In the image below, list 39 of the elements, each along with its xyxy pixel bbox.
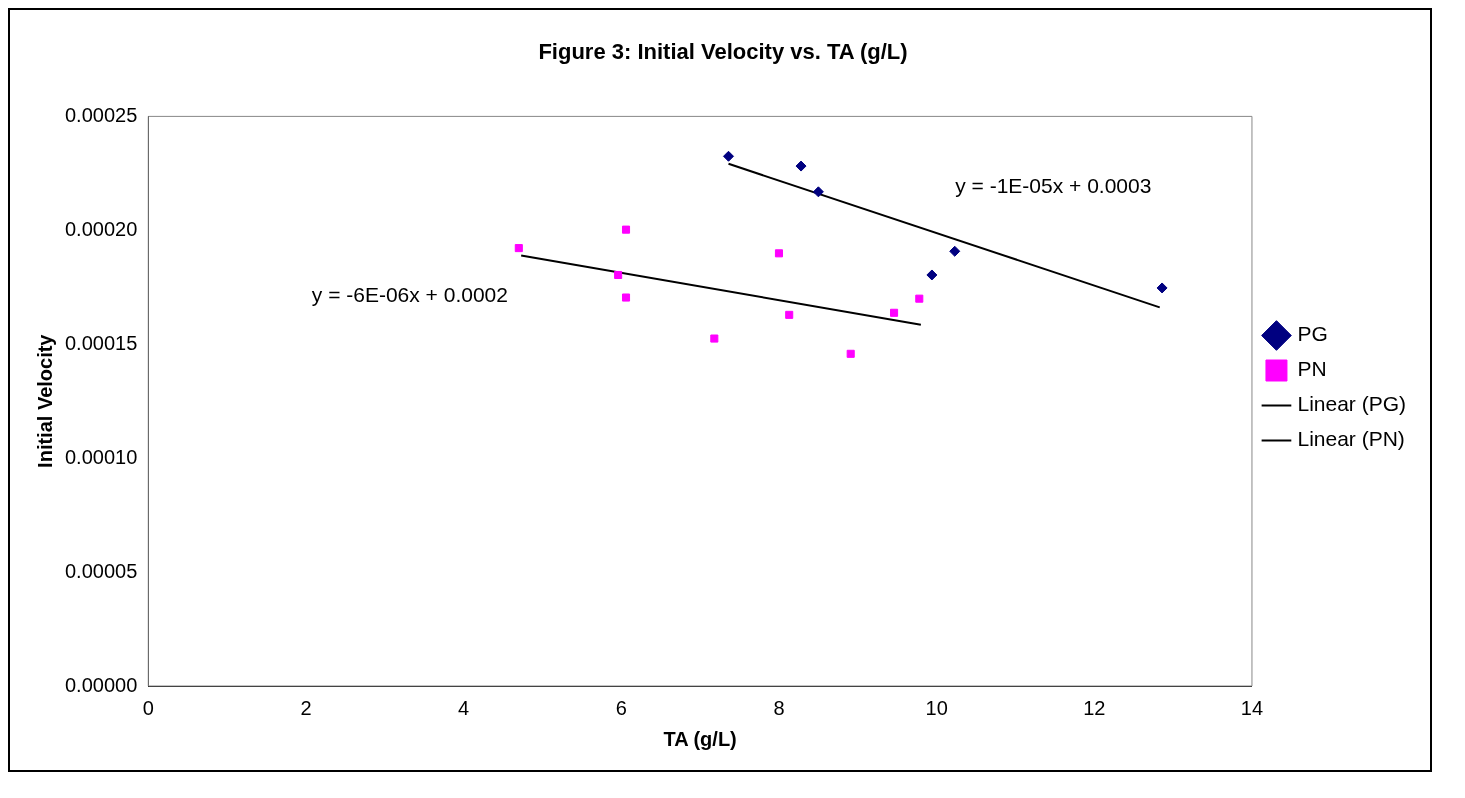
- point: [890, 308, 899, 317]
- legend-label: Linear (PN): [1297, 427, 1405, 451]
- y-tick-label: 0.00000: [65, 673, 138, 696]
- point: [926, 269, 938, 281]
- x-tick-label: 14: [1240, 696, 1264, 719]
- point: [723, 150, 735, 162]
- point: [785, 310, 794, 319]
- y-axis-title: Initial Velocity: [33, 333, 56, 468]
- x-tick-label: 2: [300, 696, 312, 719]
- legend-label: PG: [1297, 322, 1328, 346]
- annotation: y = -6E-06x + 0.0002: [311, 283, 508, 307]
- legend-label: Linear (PG): [1297, 392, 1407, 416]
- y-tick-label: 0.00020: [65, 217, 138, 240]
- x-axis-title: TA (g/L): [663, 727, 737, 750]
- point: [514, 244, 523, 253]
- y-tick-label: 0.00025: [65, 103, 138, 126]
- point: [846, 349, 855, 358]
- x-tick-label: 12: [1083, 696, 1106, 719]
- point: [614, 270, 623, 280]
- y-tick-label: 0.00015: [65, 331, 138, 354]
- x-tick-label: 8: [773, 696, 785, 719]
- x-tick-label: 0: [142, 696, 154, 719]
- point: [812, 186, 824, 198]
- point: [1156, 282, 1168, 294]
- chart-title: Figure 3: Initial Velocity vs. TA (g/L): [538, 39, 908, 65]
- y-tick-label: 0.00005: [65, 559, 138, 582]
- point: [774, 249, 783, 258]
- x-tick-label: 10: [925, 696, 948, 719]
- point: [621, 293, 631, 302]
- point: [795, 160, 807, 172]
- point: [710, 334, 719, 343]
- legend-label: PN: [1297, 357, 1327, 381]
- x-tick-label: 6: [615, 696, 627, 719]
- point: [915, 294, 924, 303]
- annotation: y = -1E-05x + 0.0003: [955, 174, 1152, 198]
- x-tick-label: 4: [458, 696, 470, 719]
- point: [949, 245, 961, 257]
- point: [621, 225, 631, 234]
- y-tick-label: 0.00010: [65, 445, 138, 468]
